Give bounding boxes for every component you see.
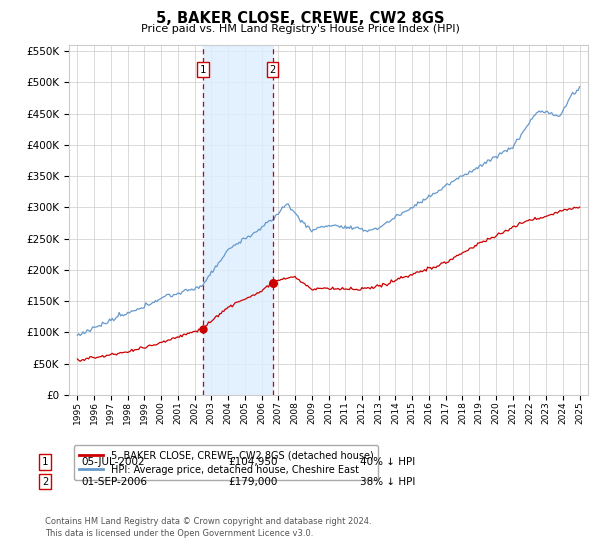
Text: Price paid vs. HM Land Registry's House Price Index (HPI): Price paid vs. HM Land Registry's House …: [140, 24, 460, 34]
Text: £104,950: £104,950: [228, 457, 277, 467]
Text: 1: 1: [200, 65, 206, 75]
Text: Contains HM Land Registry data © Crown copyright and database right 2024.: Contains HM Land Registry data © Crown c…: [45, 517, 371, 526]
Text: £179,000: £179,000: [228, 477, 277, 487]
Text: 38% ↓ HPI: 38% ↓ HPI: [360, 477, 415, 487]
Text: 5, BAKER CLOSE, CREWE, CW2 8GS: 5, BAKER CLOSE, CREWE, CW2 8GS: [156, 11, 444, 26]
Bar: [203, 45, 273, 395]
Text: 05-JUL-2002: 05-JUL-2002: [81, 457, 145, 467]
Text: This data is licensed under the Open Government Licence v3.0.: This data is licensed under the Open Gov…: [45, 529, 313, 538]
Text: 2: 2: [42, 477, 48, 487]
Text: 40% ↓ HPI: 40% ↓ HPI: [360, 457, 415, 467]
Legend: 5, BAKER CLOSE, CREWE, CW2 8GS (detached house), HPI: Average price, detached ho: 5, BAKER CLOSE, CREWE, CW2 8GS (detached…: [74, 445, 379, 480]
Text: 01-SEP-2006: 01-SEP-2006: [81, 477, 147, 487]
Text: 1: 1: [42, 457, 48, 467]
Text: 2: 2: [269, 65, 276, 75]
